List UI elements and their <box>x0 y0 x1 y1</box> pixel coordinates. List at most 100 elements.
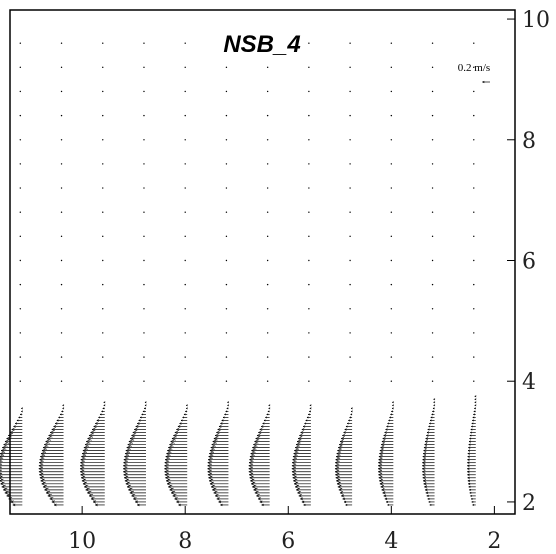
velocity-arrow <box>47 493 64 498</box>
vector-dot <box>225 308 228 310</box>
vector-dot <box>19 283 22 286</box>
vector-dot <box>184 308 186 310</box>
vector-dot <box>143 114 145 117</box>
vector-dot <box>19 42 22 44</box>
velocity-arrow <box>45 490 64 495</box>
velocity-arrow <box>185 410 188 413</box>
vector-dot <box>308 163 310 165</box>
vector-dot <box>473 235 475 238</box>
velocity-arrow <box>83 445 105 450</box>
velocity-arrow <box>208 454 229 459</box>
velocity-arrow <box>258 430 270 435</box>
velocity-arrow <box>336 481 353 486</box>
vector-dot <box>143 235 145 238</box>
vector-dot <box>266 66 269 69</box>
vector-dot <box>184 211 186 213</box>
velocity-arrow <box>2 445 23 450</box>
vector-dot <box>143 163 145 165</box>
velocity-arrow <box>129 490 146 495</box>
velocity-arrow <box>254 490 270 495</box>
velocity-arrow <box>212 439 229 444</box>
vector-dot <box>473 308 475 310</box>
velocity-arrow <box>433 404 436 407</box>
vector-dot <box>60 356 63 358</box>
velocity-arrow <box>103 404 106 407</box>
velocity-arrow <box>337 448 353 453</box>
velocity-arrow <box>309 407 312 410</box>
velocity-arrow <box>424 485 435 489</box>
vector-dot <box>308 332 310 334</box>
velocity-arrow <box>339 491 353 495</box>
vector-dot <box>349 308 351 310</box>
velocity-arrow <box>291 466 311 471</box>
velocity-arrow <box>91 427 105 432</box>
x-tick-label: 4 <box>384 529 398 554</box>
velocity-arrow <box>62 407 65 410</box>
vector-dot <box>143 187 145 189</box>
velocity-arrow <box>210 484 229 489</box>
vector-dot <box>102 42 104 44</box>
velocity-arrow <box>268 404 271 407</box>
velocity-arrow <box>42 445 64 450</box>
velocity-arrow <box>144 401 147 404</box>
velocity-arrow <box>467 464 476 467</box>
velocity-arrow <box>470 431 476 434</box>
velocity-arrow <box>253 442 270 447</box>
vector-dot <box>60 235 63 238</box>
velocity-arrow <box>165 454 188 459</box>
vector-dot <box>60 308 63 310</box>
vector-dot <box>308 259 310 262</box>
velocity-arrow <box>300 497 311 501</box>
vector-dot <box>431 308 434 310</box>
velocity-arrow <box>252 445 270 450</box>
velocity-arrow <box>426 494 435 498</box>
vector-dot <box>473 259 475 262</box>
velocity-arrow <box>248 466 270 471</box>
vector-dot <box>308 308 310 310</box>
vector-dot <box>390 42 393 44</box>
velocity-arrow <box>469 434 476 437</box>
velocity-arrow <box>426 431 435 434</box>
velocity-arrow <box>422 464 435 468</box>
vector-dot <box>473 380 475 382</box>
velocity-arrow <box>0 460 23 465</box>
velocity-arrow <box>183 413 188 416</box>
velocity-arrow <box>221 419 229 422</box>
vector-dot <box>102 356 104 358</box>
vector-dot <box>19 114 22 117</box>
velocity-arrow <box>0 457 23 462</box>
velocity-arrow <box>292 472 311 477</box>
velocity-arrow <box>62 404 65 407</box>
velocity-arrow <box>261 425 270 428</box>
vector-dot <box>60 163 63 165</box>
velocity-arrow <box>50 430 64 435</box>
velocity-arrow <box>297 491 311 495</box>
velocity-arrow <box>51 427 64 432</box>
vector-dot <box>308 356 310 358</box>
velocity-arrow <box>95 422 105 425</box>
velocity-arrow <box>125 481 146 486</box>
vector-dot <box>225 380 228 382</box>
velocity-arrow <box>428 500 435 503</box>
vector-dot <box>19 139 22 141</box>
velocity-arrow <box>254 439 270 444</box>
velocity-arrow <box>378 463 394 468</box>
velocity-arrow <box>169 442 188 447</box>
velocity-arrow <box>56 419 64 422</box>
vector-dot <box>143 42 145 44</box>
velocity-arrow <box>21 410 23 413</box>
velocity-arrow <box>253 487 270 492</box>
velocity-arrow <box>350 407 353 410</box>
velocity-arrow <box>423 449 435 453</box>
velocity-arrow <box>291 463 311 468</box>
velocity-arrow <box>126 445 146 450</box>
velocity-arrow <box>225 410 229 413</box>
velocity-arrow <box>210 445 229 450</box>
velocity-arrow <box>338 488 353 492</box>
vector-dot <box>19 380 22 382</box>
velocity-arrow <box>305 419 311 422</box>
profile-column <box>38 404 65 507</box>
velocity-arrow <box>427 428 435 431</box>
velocity-arrow <box>423 479 435 483</box>
vector-dot <box>390 139 393 141</box>
